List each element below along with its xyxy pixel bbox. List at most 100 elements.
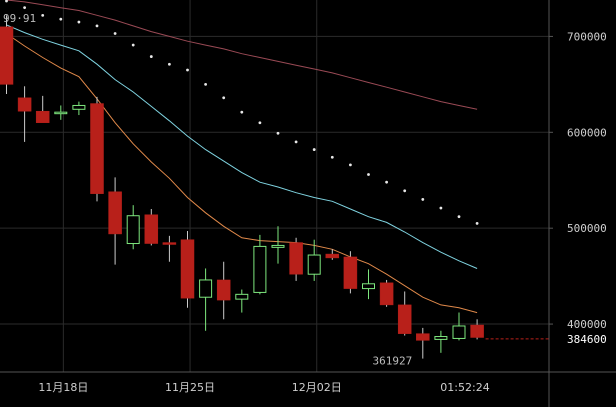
- sar-dot: [95, 24, 99, 28]
- candle: [271, 226, 285, 264]
- sar-dot: [475, 221, 479, 225]
- sar-dot: [276, 131, 280, 135]
- candle-body-down: [108, 191, 122, 235]
- candle: [362, 269, 375, 300]
- y-tick-label: 700000: [567, 30, 607, 43]
- candle-body-down: [416, 333, 430, 341]
- y-axis-ticks: 700000 600000 500000 400000: [549, 30, 607, 331]
- candle-body-down: [0, 26, 14, 85]
- sar-dot: [168, 62, 171, 66]
- candle: [54, 105, 68, 120]
- candle-body-up: [452, 325, 466, 339]
- x-axis-ticks: 11月18日 11月25日 12月02日: [38, 381, 341, 394]
- x-tick-label: 12月02日: [292, 381, 342, 394]
- sar-dot: [439, 206, 443, 210]
- sar-dot: [77, 20, 81, 24]
- candle: [379, 279, 394, 307]
- candle: [108, 177, 122, 265]
- sar-dot: [294, 140, 298, 144]
- candle-body-down: [180, 239, 195, 299]
- candle-body-up: [199, 279, 213, 298]
- candle: [434, 330, 448, 353]
- candle-body-up: [307, 254, 321, 275]
- candle-body-down: [90, 103, 104, 194]
- sar-dot: [23, 6, 26, 10]
- candle: [289, 237, 303, 281]
- ma-short-line: [6, 24, 478, 269]
- sar-dot: [41, 13, 45, 17]
- candle: [180, 231, 195, 308]
- candle-body-up: [253, 245, 267, 293]
- sar-dot: [385, 180, 388, 184]
- ma-mid-line: [6, 33, 478, 314]
- ma-long-line: [6, 0, 478, 110]
- candle-body-down: [35, 110, 50, 123]
- candle: [35, 95, 50, 123]
- sar-dot: [222, 96, 226, 100]
- candle: [126, 205, 140, 250]
- candle-body-up: [235, 293, 249, 300]
- candle-body-down: [17, 97, 32, 112]
- sar-dot: [330, 155, 334, 159]
- sar-dot: [421, 198, 425, 201]
- candle-body-up: [271, 244, 285, 248]
- low-price-annotation: 361927: [373, 355, 413, 368]
- candle: [470, 319, 484, 340]
- sar-dot: [367, 173, 370, 176]
- candle: [416, 327, 430, 359]
- y-tick-label: 500000: [567, 222, 607, 235]
- x-tick-label: 11月18日: [38, 381, 88, 394]
- candle: [452, 312, 466, 341]
- candle: [216, 261, 231, 320]
- candle-body-down: [162, 242, 177, 245]
- candle-body-down: [343, 256, 358, 289]
- candle-body-up: [54, 111, 68, 115]
- sar-dots: [5, 0, 479, 225]
- candle: [17, 86, 32, 142]
- candle: [307, 239, 321, 281]
- candle: [90, 96, 104, 202]
- moving-average-lines: [6, 0, 478, 314]
- y-tick-label: 400000: [567, 318, 607, 331]
- sar-dot: [131, 43, 135, 47]
- time-label: 01:52:24: [440, 381, 489, 394]
- sar-dot: [186, 68, 189, 72]
- sar-dot: [349, 163, 352, 167]
- sar-dot: [240, 110, 244, 114]
- candle-body-down: [397, 304, 412, 334]
- candle: [162, 235, 177, 262]
- candle-body-up: [362, 283, 375, 290]
- sar-dot: [457, 215, 461, 219]
- candles: [0, 15, 484, 359]
- candle-body-down: [379, 282, 394, 306]
- candle-body-up: [434, 336, 448, 340]
- candle: [144, 209, 159, 246]
- sar-dot: [312, 148, 316, 151]
- sar-dot: [204, 82, 208, 86]
- candle: [343, 251, 358, 294]
- candle: [0, 15, 14, 94]
- candle-body-down: [470, 324, 484, 338]
- candle-body-down: [144, 214, 159, 244]
- candle-body-down: [325, 253, 340, 259]
- sar-dot: [59, 17, 63, 21]
- top-left-value: 99·91: [3, 12, 36, 25]
- candle: [72, 101, 86, 116]
- sar-dot: [5, 0, 8, 3]
- sar-dot: [149, 55, 153, 58]
- candle-body-down: [216, 279, 231, 301]
- candle: [253, 234, 267, 295]
- candle-body-up: [72, 104, 86, 110]
- candle: [199, 268, 213, 331]
- sar-dot: [258, 121, 262, 125]
- y-tick-label: 600000: [567, 126, 607, 139]
- candle-body-down: [289, 242, 303, 275]
- sar-dot: [403, 189, 407, 193]
- sar-dot: [113, 32, 117, 35]
- candle: [397, 291, 412, 336]
- x-tick-label: 11月25日: [165, 381, 215, 394]
- candle-body-up: [126, 215, 140, 245]
- candle: [325, 249, 340, 260]
